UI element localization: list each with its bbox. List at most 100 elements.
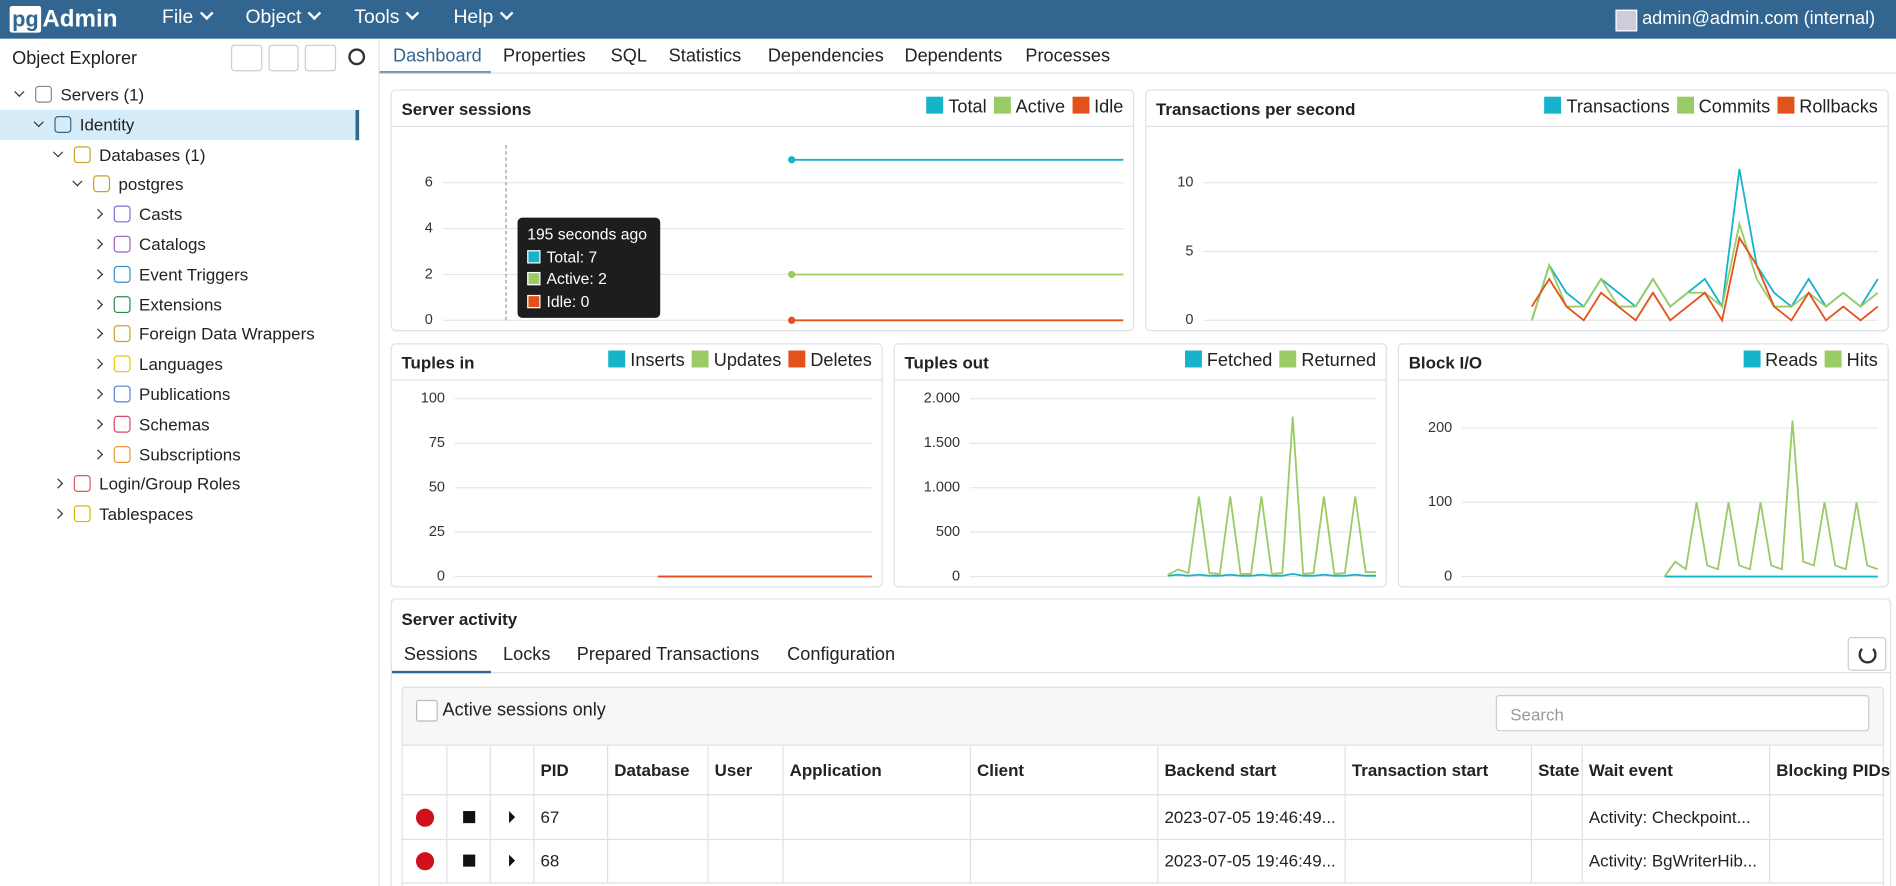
legend-swatch (926, 96, 944, 114)
chart-title: Server sessions (401, 99, 532, 119)
tab[interactable]: Dependencies (767, 45, 884, 67)
cancel-btn[interactable] (462, 811, 475, 824)
activity-tab[interactable]: Sessions (403, 644, 478, 665)
legend-item[interactable]: Commits (1676, 96, 1770, 117)
tree-node[interactable]: Subscriptions (0, 439, 359, 469)
header-label: Application (789, 760, 882, 780)
activity-tab[interactable]: Configuration (787, 644, 896, 665)
cell-text: 67 (540, 807, 560, 827)
legend-label: Deletes (810, 350, 872, 372)
legend-item[interactable]: Updates (691, 350, 781, 371)
expand-btn[interactable] (509, 854, 516, 867)
legend-item[interactable]: Fetched (1185, 350, 1272, 371)
legend-item[interactable]: Deletes (788, 350, 872, 372)
sessions-table: PID Database User Application Client Backend … (402, 744, 1890, 886)
chevron (72, 176, 83, 187)
header-cell: Backend start (1158, 745, 1346, 795)
activity-tab[interactable]: Locks (503, 644, 551, 665)
chevron (92, 268, 104, 280)
legend-item[interactable]: Inserts (608, 350, 685, 371)
node-icon (54, 115, 72, 133)
chart-title: Block I/O (1408, 352, 1483, 373)
row-cell (784, 838, 971, 883)
legend-item[interactable]: Active (993, 96, 1065, 117)
terminate-btn[interactable] (415, 851, 434, 870)
header-cell (447, 745, 491, 795)
legend-item[interactable]: Reads (1743, 350, 1818, 371)
legend-item[interactable]: Transactions (1544, 96, 1670, 118)
row-cell (447, 838, 491, 883)
row-cell: 68 (534, 838, 609, 883)
y-tick-label: 5 (1185, 243, 1193, 259)
series-line (1530, 168, 1879, 321)
tree-node[interactable]: Identity (0, 109, 360, 140)
tree-node[interactable]: Login/Group Roles (0, 469, 359, 499)
menu-item[interactable]: Object (245, 6, 322, 29)
row-cell (1346, 795, 1533, 839)
tooltip-title: 195 seconds ago (527, 224, 647, 243)
chart-header: Transactions per second Transactions Commi… (1146, 91, 1888, 127)
filter-btn[interactable] (304, 44, 336, 72)
view-data-btn[interactable] (267, 44, 299, 72)
node-label: Publications (139, 384, 231, 404)
refresh-btn[interactable] (1847, 637, 1887, 671)
node-icon (113, 325, 131, 343)
tree-node[interactable]: Foreign Data Wrappers (0, 320, 359, 350)
tab[interactable]: Dependents (904, 45, 1003, 67)
tooltip: 195 seconds ago Total: 7 Active: 2 Idle: 0 (517, 217, 661, 318)
tree-node[interactable]: Databases (1) (0, 140, 359, 170)
chevron (92, 328, 104, 340)
menu-item[interactable]: Tools (354, 6, 420, 29)
header-label: User (714, 760, 753, 780)
tree-node[interactable]: Tablespaces (0, 499, 359, 529)
row-cell: Activity: BgWriterHib... (1583, 838, 1771, 883)
legend-item[interactable]: Returned (1279, 350, 1376, 371)
legend-item[interactable]: Rollbacks (1777, 96, 1878, 117)
legend-swatch (1279, 350, 1297, 368)
tree-node[interactable]: Extensions (0, 290, 359, 320)
y-tick-label: 25 (429, 524, 445, 540)
menu-item[interactable]: Help (453, 6, 514, 29)
user-menu[interactable]: admin@admin.com (internal) (1642, 8, 1876, 30)
terminate-btn[interactable] (415, 808, 434, 827)
node-label: Subscriptions (139, 444, 241, 464)
tree-node[interactable]: Languages (0, 350, 359, 380)
query-tool-btn[interactable] (230, 44, 262, 72)
node-icon (113, 205, 131, 223)
brand-admin: Admin (42, 5, 118, 33)
search-input[interactable]: Search (1495, 695, 1870, 732)
row-cell (784, 795, 971, 839)
expand-btn[interactable] (509, 811, 516, 824)
legend-item[interactable]: Hits (1824, 350, 1878, 371)
menu-item[interactable]: File (162, 6, 214, 29)
menu-caret (499, 6, 514, 21)
tree-node[interactable]: Casts (0, 200, 359, 230)
menu-caret (307, 6, 322, 21)
legend-label: Transactions (1566, 96, 1670, 118)
tab[interactable]: Properties (503, 45, 586, 67)
tree-node[interactable]: Publications (0, 380, 359, 410)
header-cell: User (709, 745, 784, 795)
tree-node[interactable]: Event Triggers (0, 260, 359, 290)
tree-node[interactable]: Servers (1) (0, 80, 359, 110)
activity-tab[interactable]: Prepared Transactions (576, 644, 760, 665)
tree-node[interactable]: Catalogs (0, 230, 359, 260)
tab[interactable]: Statistics (668, 45, 742, 67)
node-icon (73, 475, 91, 493)
row-cell (491, 838, 535, 883)
checkbox[interactable] (415, 699, 438, 722)
tooltip-swatch (527, 271, 541, 286)
activity-tab-underline (391, 670, 491, 674)
tab[interactable]: Processes (1025, 45, 1111, 67)
legend-item[interactable]: Idle (1072, 96, 1123, 117)
tab[interactable]: SQL (610, 45, 647, 67)
chevron (52, 146, 64, 157)
search-btn[interactable] (342, 45, 373, 72)
tree-node[interactable]: Schemas (0, 409, 359, 439)
cancel-btn[interactable] (462, 854, 475, 867)
row-cell (608, 795, 709, 839)
tab[interactable]: Dashboard (392, 45, 482, 67)
tree-node[interactable]: postgres (0, 170, 359, 200)
brand: pg Admin (9, 5, 118, 33)
legend-item[interactable]: Total (926, 96, 987, 117)
